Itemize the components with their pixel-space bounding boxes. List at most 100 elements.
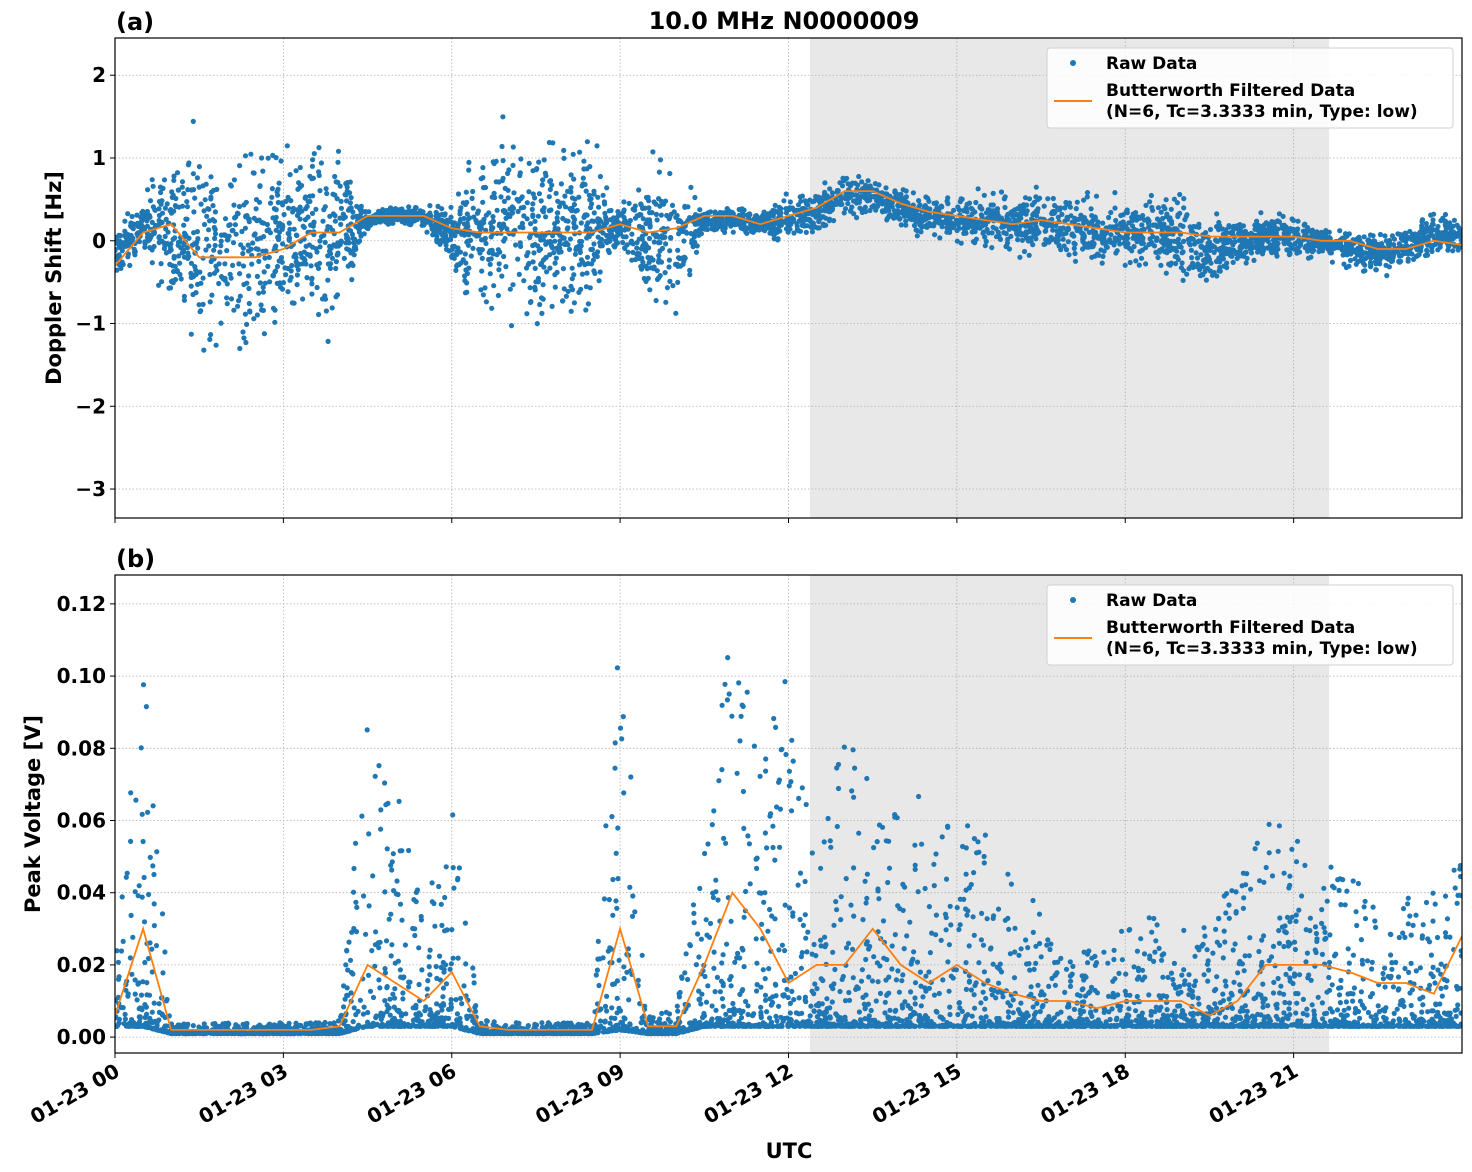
raw-data-point [526,260,532,266]
raw-data-point [309,276,315,282]
raw-data-point [310,244,316,250]
raw-data-point [335,159,341,165]
raw-data-point [529,206,535,212]
raw-data-point [372,219,379,225]
raw-data-point [632,909,638,915]
raw-data-point [1148,192,1154,199]
raw-data-point [532,284,538,290]
raw-data-point [962,228,968,234]
raw-data-point [1281,1010,1287,1016]
raw-data-point [211,270,218,276]
raw-data-point [1250,245,1256,251]
raw-data-point [1435,247,1441,253]
raw-data-point [149,219,155,225]
raw-data-point [990,202,996,208]
raw-data-point [655,240,662,246]
raw-data-point [783,191,789,197]
raw-data-point [1337,228,1343,234]
raw-data-point [283,272,289,278]
raw-data-point [499,273,505,279]
raw-data-point [294,282,300,288]
raw-data-point [305,214,311,220]
raw-data-point [228,183,234,189]
raw-data-point [470,188,476,195]
raw-data-point [714,217,721,223]
raw-data-point [518,196,524,202]
raw-data-point [1223,230,1230,236]
raw-data-point [1424,252,1431,258]
raw-data-point [327,224,333,230]
raw-data-point [293,168,299,174]
raw-data-point [552,284,558,290]
raw-data-point [1307,247,1313,253]
raw-data-point [384,220,390,226]
raw-data-point [687,267,693,273]
raw-data-point [830,949,836,955]
raw-data-point [273,227,279,233]
raw-data-point [849,180,856,186]
raw-data-point [630,249,636,255]
raw-data-point [479,255,485,261]
y-axis-label: Doppler Shift [Hz] [42,171,66,385]
raw-data-point [547,186,553,193]
raw-data-point [463,189,469,195]
raw-data-point [1305,225,1311,231]
raw-data-point [273,207,279,213]
raw-data-point [165,229,171,235]
raw-data-point [947,216,953,223]
raw-data-point [406,221,412,227]
raw-data-point [911,222,918,229]
raw-data-point [882,199,888,205]
raw-data-point [1031,210,1037,216]
raw-data-point [552,260,558,266]
raw-data-point [201,221,208,228]
raw-data-point [272,319,278,325]
raw-data-point [687,272,693,278]
raw-data-point [1383,252,1389,259]
raw-data-point [1007,951,1014,957]
raw-data-point [1152,1009,1158,1015]
raw-data-point [293,232,299,238]
raw-data-point [587,285,593,291]
raw-data-point [1026,252,1032,258]
raw-data-point [933,215,939,221]
raw-data-point [171,268,177,275]
raw-data-point [876,199,882,205]
raw-data-point [311,219,317,225]
raw-data-point [876,182,882,188]
raw-data-point [200,275,206,281]
raw-data-point [478,176,484,182]
raw-data-point [1108,239,1114,245]
raw-data-point [707,209,714,215]
raw-data-point [345,238,351,244]
y-tick-label: −3 [75,477,106,501]
raw-data-point [350,262,356,268]
raw-data-point [442,228,448,234]
raw-data-point [871,845,877,851]
raw-data-point [1175,212,1181,218]
raw-data-point [201,208,207,214]
raw-data-point [567,236,574,242]
raw-data-point [778,210,784,216]
raw-data-point [1254,218,1260,224]
raw-data-point [750,229,756,235]
raw-data-point [276,236,282,243]
raw-data-point [510,144,516,150]
raw-data-point [1001,230,1007,236]
raw-data-point [1454,222,1460,228]
raw-data-point [249,261,255,267]
raw-data-point [172,277,179,283]
raw-data-point [617,231,624,237]
raw-data-point [1217,223,1223,229]
raw-data-point [579,271,586,277]
raw-data-point [1187,242,1193,248]
raw-data-point [174,170,181,176]
raw-data-point [506,167,512,173]
raw-data-point [1286,1006,1292,1012]
raw-data-point [640,216,646,222]
raw-data-point [530,191,536,197]
raw-data-point [647,210,653,216]
raw-data-point [179,179,186,185]
raw-data-point [556,204,563,210]
raw-data-point [404,216,410,222]
